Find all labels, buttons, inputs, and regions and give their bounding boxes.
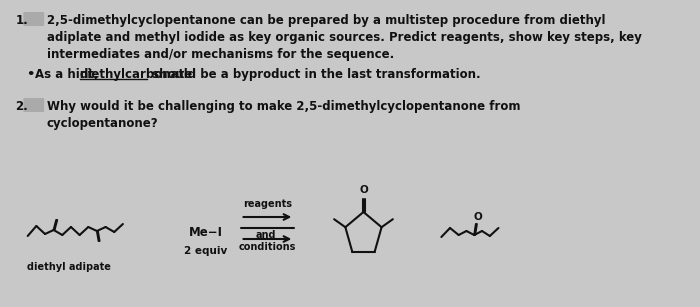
Text: 2 equiv: 2 equiv [184, 246, 228, 256]
Text: conditions: conditions [239, 242, 296, 252]
FancyBboxPatch shape [23, 12, 44, 26]
Text: •: • [26, 68, 34, 81]
Text: 2.: 2. [15, 100, 28, 113]
Text: diethylcarbonate: diethylcarbonate [80, 68, 193, 81]
Text: and: and [256, 230, 276, 240]
Text: 1.: 1. [15, 14, 28, 27]
Text: diethyl adipate: diethyl adipate [27, 262, 111, 272]
Text: Why would it be challenging to make 2,5-dimethylcyclopentanone from
cyclopentano: Why would it be challenging to make 2,5-… [47, 100, 520, 130]
Text: Me−I: Me−I [189, 226, 223, 239]
Text: O: O [359, 185, 368, 195]
Text: should be a byproduct in the last transformation.: should be a byproduct in the last transf… [148, 68, 481, 81]
Text: reagents: reagents [243, 199, 292, 209]
FancyBboxPatch shape [23, 98, 44, 112]
Text: As a hint,: As a hint, [34, 68, 102, 81]
Text: 2,5-dimethylcyclopentanone can be prepared by a multistep procedure from diethyl: 2,5-dimethylcyclopentanone can be prepar… [47, 14, 642, 61]
Text: O: O [473, 212, 482, 222]
